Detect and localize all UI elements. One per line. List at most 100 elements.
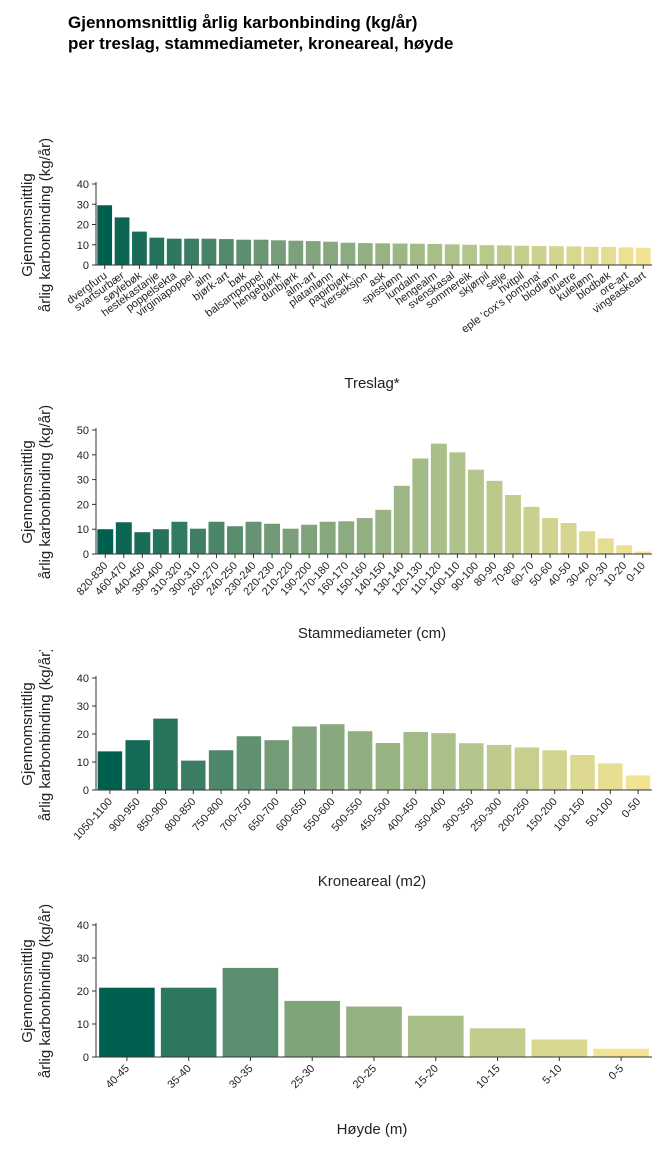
bar-8 — [292, 726, 317, 790]
bar-7 — [264, 740, 289, 790]
bar-11 — [375, 742, 401, 790]
bar-12 — [288, 240, 304, 265]
bar-19 — [410, 243, 425, 265]
bar-30 — [601, 246, 616, 265]
bar-27 — [549, 246, 564, 265]
x-tick-label: 0-10 — [624, 560, 648, 584]
bar-14 — [459, 743, 484, 790]
y-tick-label: 10 — [77, 757, 89, 769]
bar-3 — [153, 718, 178, 790]
y-tick-label: 30 — [77, 199, 89, 211]
bar-21 — [467, 469, 484, 554]
bar-5 — [166, 238, 182, 265]
bar-18 — [570, 755, 595, 790]
bar-10 — [347, 731, 373, 790]
bar-9 — [593, 1048, 649, 1057]
y-tick-label: 50 — [77, 425, 89, 437]
x-tick-label: 5-10 — [540, 1063, 564, 1087]
bar-5 — [171, 521, 188, 554]
x-tick-label: 25-30 — [289, 1063, 317, 1091]
y-tick-label: 40 — [77, 920, 89, 932]
bar-15 — [486, 744, 512, 790]
y-axis-title: Gjennomsnittligårlig karbonbinding (kg/å… — [19, 904, 54, 1078]
x-tick-label: 40-45 — [104, 1063, 132, 1091]
bar-19 — [598, 763, 623, 790]
y-tick-label: 30 — [77, 475, 89, 487]
y-axis-title: Gjennomsnittligårlig karbonbinding (kg/å… — [19, 138, 54, 312]
y-tick-label: 10 — [77, 1019, 89, 1031]
chart-svg-kroneareal: 0102030401050-1100900-950850-900800-8507… — [19, 650, 652, 890]
bar-6 — [236, 736, 262, 790]
bar-12 — [403, 732, 428, 790]
bar-5 — [208, 750, 234, 790]
bar-3 — [134, 532, 151, 554]
y-tick-label: 40 — [77, 673, 89, 685]
x-axis-title: Stammediameter (cm) — [298, 625, 446, 642]
bar-26 — [531, 245, 547, 265]
bar-27 — [579, 531, 596, 554]
bar-4 — [149, 237, 165, 265]
bar-15 — [356, 518, 373, 554]
bar-1 — [97, 751, 123, 790]
bar-11 — [282, 528, 299, 554]
bar-8 — [218, 239, 234, 265]
y-tick-label: 10 — [77, 524, 89, 536]
bar-7 — [469, 1028, 526, 1057]
x-axis-title: Treslag* — [344, 375, 399, 392]
bar-28 — [597, 538, 614, 554]
bar-20 — [449, 452, 466, 554]
y-axis-title: Gjennomsnittligårlig karbonbinding (kg/å… — [19, 650, 54, 821]
chart-svg-hoyde: 0 10 20 30 40 40-45 35-40 30-35 25-30 20-25 15-20 1… — [19, 904, 652, 1138]
bar-1 — [97, 529, 114, 554]
bar-3 — [132, 231, 147, 265]
y-tick-label: 0 — [83, 549, 89, 561]
y-tick-label: 40 — [77, 450, 89, 462]
bar-8 — [227, 526, 243, 554]
bar-6 — [184, 238, 199, 265]
chart-title-line1: Gjennomsnittlig årlig karbonbinding (kg/… — [68, 13, 418, 32]
x-tick-label: 0-5 — [606, 1063, 626, 1083]
x-tick-label: 30-35 — [227, 1063, 255, 1091]
bar-13 — [305, 241, 321, 265]
bar-20 — [427, 243, 443, 265]
bar-25 — [514, 245, 530, 265]
y-tick-label: 30 — [77, 953, 89, 965]
bar-29 — [616, 545, 633, 554]
bar-8 — [531, 1039, 588, 1057]
bar-20 — [625, 775, 651, 790]
bar-12 — [301, 524, 318, 554]
bar-14 — [323, 241, 338, 265]
bar-6 — [189, 528, 206, 554]
bar-1 — [97, 205, 113, 265]
bar-30 — [634, 551, 651, 554]
x-tick-label: 0-50 — [620, 796, 644, 820]
y-tick-label: 0 — [83, 1052, 89, 1064]
bar-11 — [271, 240, 286, 265]
y-tick-label: 40 — [77, 179, 89, 191]
x-tick-label: 50-100 — [584, 796, 616, 829]
y-tick-label: 20 — [77, 499, 89, 511]
x-tick-label: 15-20 — [413, 1063, 441, 1091]
chart-panel-hoyde: 0 10 20 30 40 40-45 35-40 30-35 25-30 20-25 15-20 1… — [0, 900, 672, 1150]
bar-2 — [160, 987, 217, 1057]
chart-panel-stammediameter: 0 10 20 30 40 50 820-830 460-470 440-450 390-400 3… — [0, 400, 672, 650]
bar-4 — [152, 529, 169, 554]
x-tick-label: 20-25 — [351, 1063, 379, 1091]
y-tick-label: 10 — [77, 240, 89, 252]
bar-32 — [635, 247, 651, 265]
y-tick-label: 20 — [77, 729, 89, 741]
bar-21 — [444, 244, 460, 265]
bar-4 — [181, 760, 206, 790]
chart-panel-treslag: 0 10 20 30 40 dvergfuru svartsurbær søylebøk hes… — [0, 120, 672, 400]
bar-28 — [566, 246, 582, 265]
bar-16 — [375, 509, 392, 554]
bar-25 — [542, 518, 559, 554]
bar-2 — [115, 522, 132, 554]
bar-9 — [236, 239, 252, 265]
y-axis-title: Gjennomsnittligårlig karbonbinding (kg/å… — [19, 405, 54, 579]
bar-10 — [264, 523, 281, 554]
bar-17 — [393, 485, 410, 554]
chart-title: Gjennomsnittlig årlig karbonbinding (kg/… — [68, 12, 454, 54]
bar-1 — [99, 987, 155, 1057]
bar-2 — [125, 740, 150, 790]
